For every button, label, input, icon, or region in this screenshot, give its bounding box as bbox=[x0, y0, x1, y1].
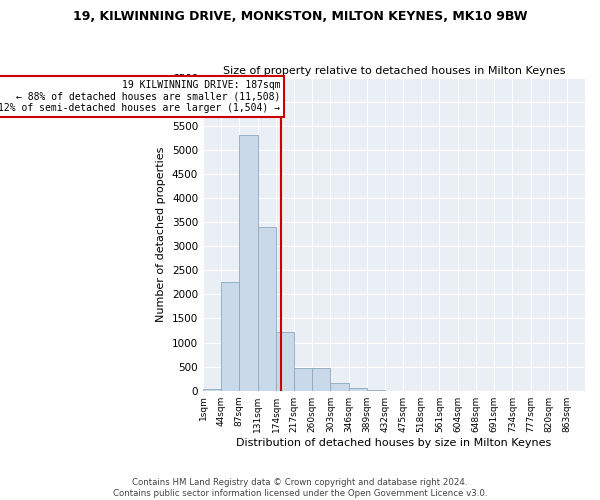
Text: 19, KILWINNING DRIVE, MONKSTON, MILTON KEYNES, MK10 9BW: 19, KILWINNING DRIVE, MONKSTON, MILTON K… bbox=[73, 10, 527, 23]
Y-axis label: Number of detached properties: Number of detached properties bbox=[157, 146, 166, 322]
Bar bbox=[294, 368, 313, 390]
Bar bbox=[313, 368, 331, 390]
Bar bbox=[276, 332, 294, 390]
Bar bbox=[203, 388, 221, 390]
X-axis label: Distribution of detached houses by size in Milton Keynes: Distribution of detached houses by size … bbox=[236, 438, 551, 448]
Bar bbox=[349, 388, 367, 390]
Bar bbox=[239, 136, 258, 390]
Title: Size of property relative to detached houses in Milton Keynes: Size of property relative to detached ho… bbox=[223, 66, 565, 76]
Bar bbox=[221, 282, 239, 391]
Bar bbox=[258, 227, 276, 390]
Text: 19 KILWINNING DRIVE: 187sqm
← 88% of detached houses are smaller (11,508)
12% of: 19 KILWINNING DRIVE: 187sqm ← 88% of det… bbox=[0, 80, 280, 114]
Text: Contains HM Land Registry data © Crown copyright and database right 2024.
Contai: Contains HM Land Registry data © Crown c… bbox=[113, 478, 487, 498]
Bar bbox=[331, 383, 349, 390]
